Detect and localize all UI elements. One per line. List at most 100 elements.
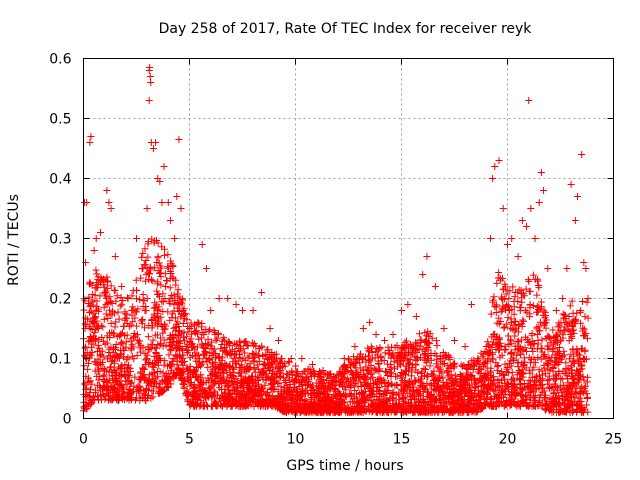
noise-point [229,387,237,395]
noise-point [159,307,167,315]
noise-point [149,393,157,401]
y-tick-label: 0.6 [49,52,71,68]
noise-point [258,371,266,379]
noise-point [183,316,191,324]
noise-point [535,394,543,402]
noise-point [180,328,188,336]
data-point [525,97,533,104]
noise-point [445,408,453,416]
noise-point [476,403,484,411]
noise-point [560,314,568,322]
noise-point [270,385,278,393]
noise-point [581,346,589,354]
noise-point [522,348,530,356]
data-point [404,301,412,308]
data-point [580,259,588,266]
noise-point [94,396,102,404]
noise-point [492,303,500,311]
noise-point [154,252,162,260]
noise-point [465,407,473,415]
noise-point [581,331,589,339]
noise-point [211,358,219,366]
noise-point [299,376,307,384]
noise-point [212,354,220,362]
noise-point [539,384,547,392]
noise-point [292,362,300,370]
noise-point [258,398,266,406]
noise-point [354,370,362,378]
noise-point [583,401,591,409]
noise-point [476,361,484,369]
noise-point [183,333,191,341]
noise-point [515,321,523,329]
noise-point [504,369,512,377]
noise-point [296,397,304,405]
noise-point [129,343,137,351]
noise-point [291,375,299,383]
noise-point [478,376,486,384]
data-point [158,199,166,206]
noise-point [255,365,263,373]
noise-point [487,343,495,351]
noise-point [139,290,147,298]
noise-point [463,376,471,384]
noise-point [487,402,495,410]
noise-point [471,359,479,367]
noise-point [232,340,240,348]
data-point [160,163,168,170]
data-point [573,193,581,200]
noise-point [535,323,543,331]
noise-point [535,385,543,393]
noise-point [468,394,476,402]
noise-point [504,314,512,322]
noise-point [142,270,150,278]
noise-point [542,354,550,362]
noise-point [550,402,558,410]
noise-point [183,349,191,357]
noise-point [555,349,563,357]
noise-point [93,302,101,310]
noise-point [508,325,516,333]
noise-point [100,315,108,323]
data-point [90,247,98,254]
noise-point [391,408,399,416]
noise-point [183,364,191,372]
noise-point [191,366,199,374]
noise-point [451,372,459,380]
noise-point [159,298,167,306]
noise-point [373,351,381,359]
noise-point [581,313,589,321]
noise-point [345,356,353,364]
noise-point [557,327,565,335]
noise-point [121,310,129,318]
noise-point [148,315,156,323]
noise-point [106,306,114,314]
noise-point [427,381,435,389]
noise-point [239,355,247,363]
noise-point [569,309,577,317]
noise-point [534,277,542,285]
noise-point [488,351,496,359]
noise-point [250,357,258,365]
noise-point [485,350,493,358]
noise-point [91,389,99,397]
noise-point [461,385,469,393]
noise-point [568,333,576,341]
noise-point [90,310,98,318]
noise-point [544,332,552,340]
noise-point [261,402,269,410]
noise-point [564,385,572,393]
noise-point [346,390,354,398]
data-point [164,199,172,206]
noise-point [165,383,173,391]
noise-point [423,401,431,409]
noise-point [211,391,219,399]
noise-point [206,349,214,357]
noise-point [569,358,577,366]
noise-point [261,360,269,368]
noise-point [439,408,447,416]
noise-point [167,361,175,369]
noise-point [387,363,395,371]
noise-point [336,392,344,400]
noise-point [184,373,192,381]
